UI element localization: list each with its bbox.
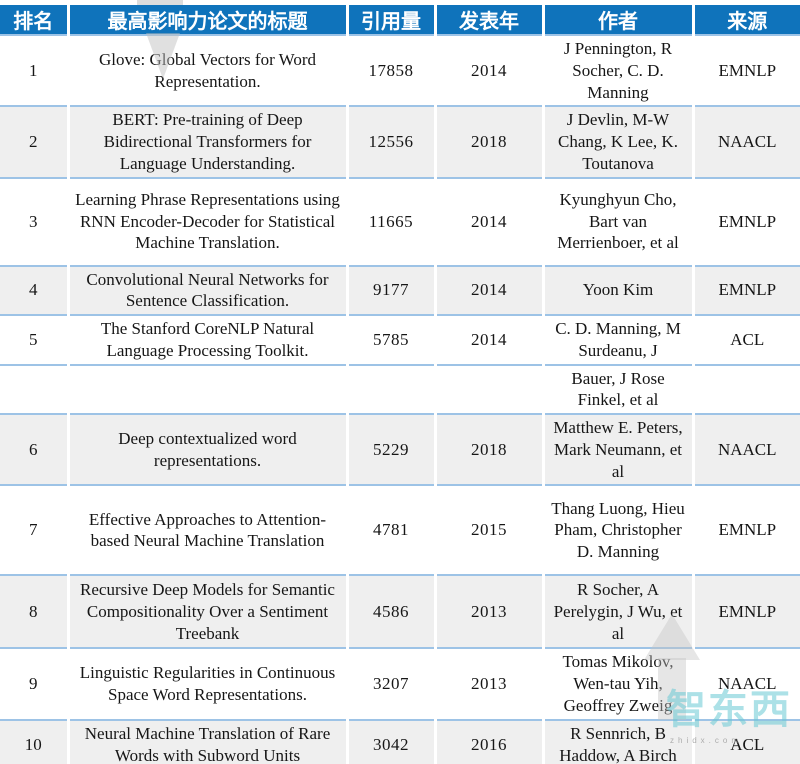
authors-cell: Yoon Kim [541,264,693,315]
venue-cell: EMNLP [691,574,800,649]
venue-cell: NAACL [691,105,800,178]
title-cell: Glove: Global Vectors for Word Represent… [66,33,347,107]
citations-cell: 3207 [345,647,435,720]
citations-cell: 11665 [345,176,435,266]
rank-cell: 2 [0,105,68,178]
header-cell-title: 最高影响力论文的标题 [66,5,347,36]
table-row: 5 The Stanford CoreNLP Natural Language … [0,314,800,365]
title-cell: Recursive Deep Models for Semantic Compo… [66,574,347,649]
year-cell: 2013 [433,647,543,720]
citations-cell: 3042 [345,718,435,764]
venue-cell: ACL [691,314,800,365]
title-cell: BERT: Pre-training of Deep Bidirectional… [66,105,347,178]
year-cell: 2014 [433,264,543,315]
rank-cell: 10 [0,718,68,764]
rank-cell [0,363,68,414]
year-cell: 2014 [433,176,543,266]
year-cell: 2014 [433,314,543,365]
title-cell: Deep contextualized word representations… [66,412,347,486]
title-cell: Neural Machine Translation of Rare Words… [66,718,347,764]
table-row: 2 BERT: Pre-training of Deep Bidirection… [0,105,800,178]
citations-cell: 12556 [345,105,435,178]
rank-cell: 6 [0,412,68,486]
venue-cell: NAACL [691,412,800,486]
rank-cell: 5 [0,314,68,365]
authors-cell: Matthew E. Peters, Mark Neumann, et al [541,412,693,486]
table-row: 7 Effective Approaches to Attention-base… [0,484,800,576]
table-row: 3 Learning Phrase Representations using … [0,176,800,266]
authors-cell: Bauer, J Rose Finkel, et al [541,363,693,414]
year-cell: 2018 [433,412,543,486]
authors-cell: J Pennington, R Socher, C. D. Manning [541,33,693,107]
authors-cell: Thang Luong, Hieu Pham, Christopher D. M… [541,484,693,576]
header-cell-citations: 引用量 [345,5,435,36]
table-row-authors-continuation: Bauer, J Rose Finkel, et al [0,363,800,414]
year-cell: 2015 [433,484,543,576]
table-row: 1 Glove: Global Vectors for Word Represe… [0,33,800,107]
rank-cell: 9 [0,647,68,720]
rank-cell: 8 [0,574,68,649]
header-cell-venue: 来源 [691,5,800,36]
venue-cell: NAACL [691,647,800,720]
year-cell [433,363,543,414]
year-cell: 2018 [433,105,543,178]
citations-cell: 17858 [345,33,435,107]
venue-cell: EMNLP [691,484,800,576]
authors-cell: R Socher, A Perelygin, J Wu, et al [541,574,693,649]
authors-cell: Tomas Mikolov, Wen-tau Yih, Geoffrey Zwe… [541,647,693,720]
rank-cell: 4 [0,264,68,315]
title-cell [66,363,347,414]
table-row: 8 Recursive Deep Models for Semantic Com… [0,574,800,649]
venue-cell: EMNLP [691,264,800,315]
authors-cell: R Sennrich, B Haddow, A Birch [541,718,693,764]
title-cell: Linguistic Regularities in Continuous Sp… [66,647,347,720]
rank-cell: 1 [0,33,68,107]
citations-cell: 9177 [345,264,435,315]
header-cell-rank: 排名 [0,5,68,36]
rank-cell: 7 [0,484,68,576]
top-papers-table: 排名 最高影响力论文的标题 引用量 发表年 作者 来源 1 Glove: Glo… [0,5,800,764]
title-cell: The Stanford CoreNLP Natural Language Pr… [66,314,347,365]
table-row: 4 Convolutional Neural Networks for Sent… [0,264,800,315]
venue-cell: EMNLP [691,176,800,266]
citations-cell: 5785 [345,314,435,365]
header-cell-year: 发表年 [433,5,543,36]
venue-cell [691,363,800,414]
year-cell: 2016 [433,718,543,764]
title-cell: Effective Approaches to Attention-based … [66,484,347,576]
table-row: 6 Deep contextualized word representatio… [0,412,800,486]
authors-cell: C. D. Manning, M Surdeanu, J [541,314,693,365]
title-cell: Convolutional Neural Networks for Senten… [66,264,347,315]
title-cell: Learning Phrase Representations using RN… [66,176,347,266]
citations-cell: 4781 [345,484,435,576]
venue-cell: ACL [691,718,800,764]
authors-cell: J Devlin, M-W Chang, K Lee, K. Toutanova [541,105,693,178]
year-cell: 2013 [433,574,543,649]
venue-cell: EMNLP [691,33,800,107]
table-header-row: 排名 最高影响力论文的标题 引用量 发表年 作者 来源 [0,5,800,36]
citations-cell: 4586 [345,574,435,649]
year-cell: 2014 [433,33,543,107]
header-cell-authors: 作者 [541,5,693,36]
rank-cell: 3 [0,176,68,266]
table-row: 10 Neural Machine Translation of Rare Wo… [0,718,800,764]
citations-cell [345,363,435,414]
citations-cell: 5229 [345,412,435,486]
authors-cell: Kyunghyun Cho, Bart van Merrienboer, et … [541,176,693,266]
table-row: 9 Linguistic Regularities in Continuous … [0,647,800,720]
